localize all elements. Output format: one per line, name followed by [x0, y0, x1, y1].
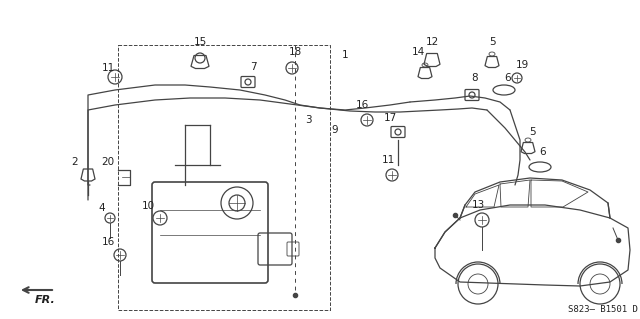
Text: 16: 16 [101, 237, 115, 247]
Text: 12: 12 [426, 37, 438, 47]
Text: 19: 19 [515, 60, 529, 70]
Text: 11: 11 [101, 63, 115, 73]
Text: 2: 2 [72, 157, 78, 167]
Text: 5: 5 [489, 37, 495, 47]
Text: 6: 6 [540, 147, 547, 157]
Text: 4: 4 [99, 203, 106, 213]
Text: 10: 10 [141, 201, 155, 211]
Text: 20: 20 [101, 157, 115, 167]
Text: 9: 9 [332, 125, 339, 135]
Text: 7: 7 [250, 62, 256, 72]
Text: 1: 1 [342, 50, 348, 60]
Text: 6: 6 [505, 73, 511, 83]
Text: S823– B1501 D: S823– B1501 D [568, 305, 638, 314]
Text: 14: 14 [412, 47, 424, 57]
Text: 16: 16 [355, 100, 369, 110]
Text: 11: 11 [381, 155, 395, 165]
Text: 17: 17 [383, 113, 397, 123]
Text: 3: 3 [305, 115, 311, 125]
Text: 13: 13 [472, 200, 484, 210]
Text: 5: 5 [529, 127, 535, 137]
Text: 15: 15 [193, 37, 207, 47]
Text: 18: 18 [289, 47, 301, 57]
Text: 8: 8 [472, 73, 478, 83]
Text: FR.: FR. [35, 295, 56, 305]
